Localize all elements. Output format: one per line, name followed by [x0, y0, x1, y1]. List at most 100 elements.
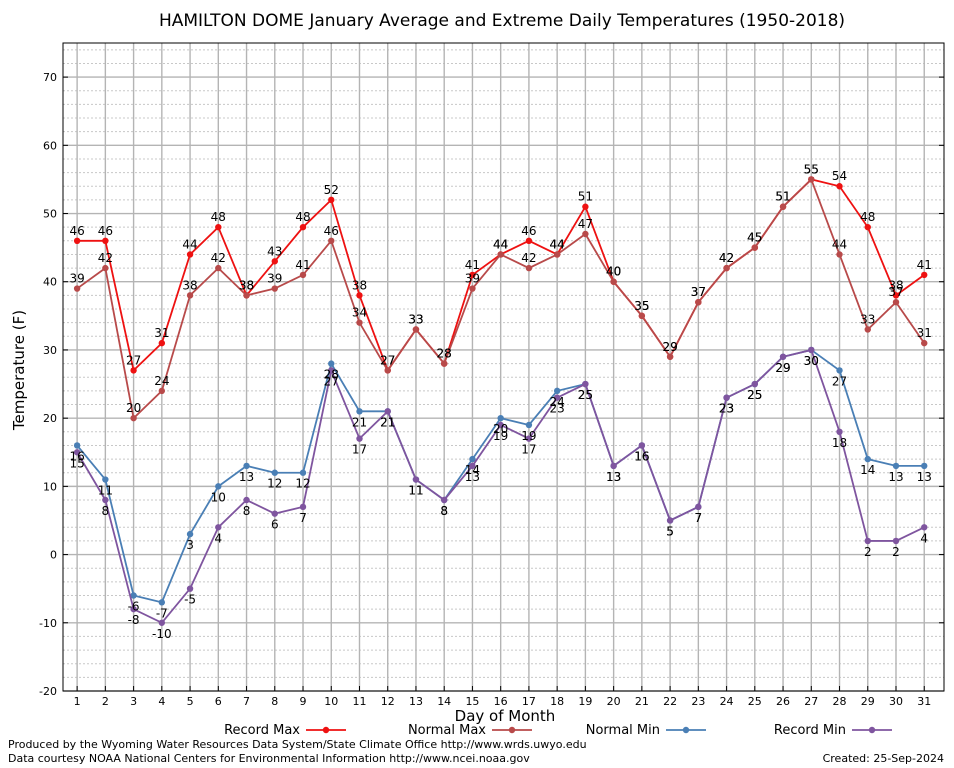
x-tick-label: 2	[102, 695, 109, 708]
data-label: 51	[775, 190, 790, 204]
x-tick-label: 8	[271, 695, 278, 708]
data-label: 35	[634, 299, 649, 313]
data-label: 24	[550, 395, 565, 409]
data-label: 2	[892, 545, 900, 559]
x-tick-label: 25	[748, 695, 762, 708]
data-point	[73, 285, 81, 292]
data-point	[836, 251, 843, 258]
data-label: 14	[465, 463, 480, 477]
x-tick-label: 23	[691, 695, 705, 708]
legend-item: Normal Min	[586, 723, 706, 738]
data-label: 37	[691, 285, 706, 299]
y-tick-label: -10	[39, 617, 57, 630]
data-label: 42	[211, 251, 226, 265]
data-point	[215, 483, 222, 490]
data-label: 38	[888, 278, 903, 292]
data-label: 31	[917, 326, 932, 340]
x-tick-label: 29	[861, 695, 875, 708]
data-label: 55	[804, 162, 819, 176]
data-label: 11	[98, 484, 113, 498]
data-point	[215, 223, 222, 231]
x-tick-label: 1	[74, 695, 81, 708]
data-point	[751, 244, 759, 251]
data-label: 27	[126, 353, 141, 367]
data-label: 7	[695, 511, 703, 525]
data-label: 39	[69, 272, 84, 286]
data-point	[73, 237, 81, 245]
y-tick-label: 40	[43, 276, 57, 289]
data-point	[610, 278, 617, 285]
legend: Record Max Normal Max Normal Min Record Min	[224, 723, 892, 738]
data-point	[864, 455, 871, 463]
data-point	[497, 251, 504, 258]
data-label: 43	[267, 244, 282, 258]
data-label: 16	[634, 449, 649, 463]
data-label: 48	[211, 210, 226, 224]
data-label: 33	[408, 312, 423, 326]
data-label: 8	[243, 504, 251, 518]
data-point	[271, 510, 278, 517]
data-point	[102, 237, 109, 245]
data-label: 38	[239, 278, 254, 292]
data-label: 51	[775, 190, 790, 204]
data-label: 45	[747, 231, 762, 245]
data-label: 27	[380, 353, 395, 367]
data-label: 44	[493, 237, 508, 251]
data-point	[582, 230, 589, 238]
data-point	[469, 462, 476, 470]
data-label: 27	[324, 374, 339, 388]
data-point	[525, 264, 533, 272]
x-tick-label: 9	[300, 695, 307, 708]
data-point	[751, 380, 759, 388]
data-point	[73, 449, 81, 456]
data-point	[808, 346, 815, 354]
data-point	[271, 285, 278, 292]
legend-item: Record Max	[224, 723, 346, 738]
data-label: 42	[98, 251, 113, 265]
data-point	[836, 428, 843, 435]
data-point	[666, 353, 674, 360]
data-label: 6	[271, 518, 279, 532]
data-label: 7	[695, 511, 703, 525]
data-point	[328, 367, 335, 374]
legend-label: Normal Min	[586, 723, 660, 738]
data-point	[299, 223, 307, 231]
x-tick-label: 21	[635, 695, 649, 708]
data-point	[892, 462, 900, 470]
data-point	[638, 442, 646, 449]
legend-label: Normal Max	[408, 723, 486, 738]
data-point	[553, 387, 561, 395]
data-label: -6	[128, 600, 140, 614]
data-point	[553, 394, 561, 401]
x-tick-label: 27	[804, 695, 818, 708]
data-label: 28	[324, 368, 339, 382]
data-label: 40	[606, 265, 621, 279]
data-label: 4	[214, 531, 222, 545]
data-point	[356, 435, 363, 442]
data-label: 19	[521, 429, 536, 443]
data-point	[102, 476, 109, 483]
legend-item: Normal Max	[408, 723, 532, 738]
data-label: 13	[606, 470, 621, 484]
data-point	[186, 585, 194, 592]
x-tick-label: 15	[465, 695, 479, 708]
legend-marker	[508, 726, 516, 734]
data-label: 41	[295, 258, 310, 272]
data-label: 34	[352, 306, 367, 320]
x-tick-label: 14	[437, 695, 451, 708]
data-point	[73, 442, 81, 449]
legend-marker	[322, 726, 330, 734]
data-point	[158, 387, 166, 395]
data-point	[469, 285, 476, 292]
data-point	[158, 339, 166, 347]
data-label: 15	[69, 456, 84, 470]
data-point	[158, 619, 166, 626]
data-point	[921, 339, 928, 347]
chart-title: HAMILTON DOME January Average and Extrem…	[159, 11, 845, 31]
data-point	[525, 237, 533, 245]
data-point	[582, 203, 589, 210]
data-label: 7	[299, 511, 307, 525]
series-normal-max	[73, 176, 928, 422]
data-label: 44	[550, 237, 565, 251]
